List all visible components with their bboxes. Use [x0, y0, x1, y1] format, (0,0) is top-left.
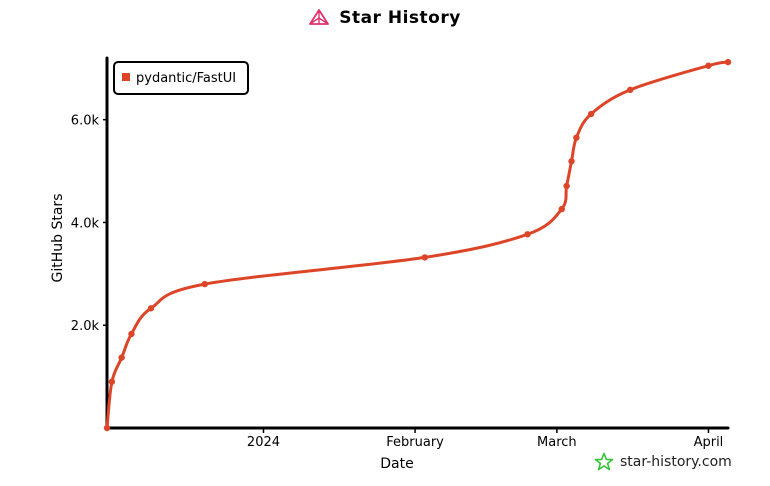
data-point — [147, 305, 155, 312]
x-tick-label: April — [694, 435, 724, 450]
series-layer — [103, 58, 732, 432]
data-point — [705, 62, 712, 69]
star-logo-icon — [594, 452, 614, 471]
x-tick-label: February — [386, 435, 444, 450]
data-point — [627, 86, 634, 94]
data-point — [563, 182, 570, 190]
data-point — [103, 424, 111, 432]
y-tick-label: 2.0k — [71, 319, 100, 334]
legend-label: pydantic/FastUI — [136, 71, 236, 86]
y-axis-label: GitHub Stars — [50, 194, 66, 283]
data-point — [108, 378, 116, 385]
series-line — [105, 60, 730, 430]
data-point — [421, 254, 429, 261]
data-point — [118, 354, 125, 361]
data-point — [573, 134, 580, 141]
legend-swatch — [122, 73, 130, 81]
chart-title: Star History — [0, 8, 770, 28]
star-history-logo-icon — [309, 9, 330, 25]
footer-text: star-history.com — [620, 454, 732, 470]
y-tick-label: 4.0k — [71, 216, 100, 231]
data-point — [587, 110, 595, 118]
x-axis-label: Date — [380, 456, 413, 472]
legend-box — [113, 61, 249, 95]
footer-watermark: star-history.com — [594, 452, 732, 472]
data-point — [524, 231, 531, 238]
data-point — [128, 330, 135, 338]
legend: pydantic/FastUI — [113, 61, 249, 95]
data-point — [724, 58, 732, 66]
data-point — [558, 205, 565, 213]
data-point — [568, 158, 575, 165]
data-point — [201, 280, 208, 288]
chart-title-text: Star History — [339, 8, 461, 28]
x-tick-label: March — [537, 435, 577, 450]
x-axis: 2024 February March April — [105, 426, 730, 450]
y-tick-label: 6.0k — [71, 114, 100, 129]
x-tick-label: 2024 — [247, 435, 280, 450]
y-axis: 2.0k 4.0k 6.0k — [71, 56, 109, 430]
